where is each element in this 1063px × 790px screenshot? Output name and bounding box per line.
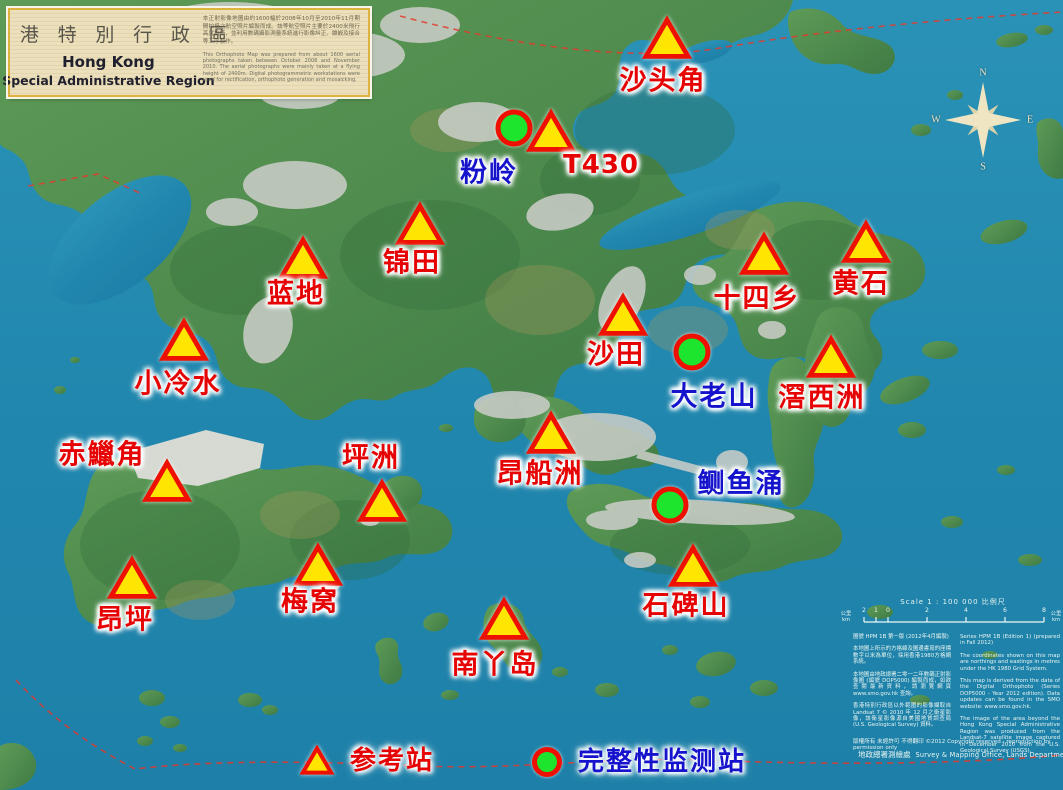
station-label-chek-lap-kok: 赤鱲角 [58, 439, 146, 471]
title-box: 香 港 特 別 行 政 區 Hong Kong Special Administ… [0, 6, 372, 99]
reference-station-marker-sha-tin [597, 292, 649, 336]
legend-reference-label: 参考站 [350, 745, 435, 776]
compass-n-label: N [979, 67, 987, 79]
new-territories [0, 0, 793, 421]
reference-station-marker-chek-lap-kok [141, 458, 193, 502]
scale-unit-left: 公里 km [836, 611, 856, 624]
station-label-lam-tei: 蓝地 [267, 278, 325, 310]
station-label-mui-wo: 梅窝 [281, 586, 339, 618]
cheung-chau [375, 637, 403, 685]
station-label-shap-sz-heung: 十四乡 [713, 283, 801, 315]
title-note-english: This Orthophoto Map was prepared from ab… [202, 52, 360, 83]
title-block: 香 港 特 別 行 政 區 Hong Kong Special Administ… [0, 16, 228, 91]
ne-edge-island [1036, 118, 1063, 179]
copyright-line: 版權所有 未經許可 不得翻印 ©2012 Copyright reserved … [853, 739, 1051, 751]
scale-tick-numbers: 2 1 0 2 4 6 8 [858, 607, 1048, 615]
scale-unit-right-zh: 公里 [1050, 611, 1062, 617]
scale-unit-right: 公里 km [1046, 611, 1063, 624]
reference-station-marker-stonecutters [525, 410, 577, 454]
compass-e-label: E [1026, 114, 1034, 126]
source-note-zh: 本地圖由地政總署二零一二年數碼正射影像圖 (編號 DOP5000) 編製而成，如… [853, 671, 951, 697]
department-attribution: 地政總署測繪處 Survey & Mapping Office, Lands D… [853, 748, 1063, 761]
legend-integrity-label: 完整性监测站 [578, 747, 747, 777]
scale-tick-2: 0 [886, 607, 890, 614]
reference-station-marker-siu-lang-shui [158, 317, 210, 361]
station-label-tates-cairn: 大老山 [670, 381, 758, 413]
station-label-siu-lang-shui: 小冷水 [134, 368, 222, 400]
reference-station-marker-lam-tei [277, 235, 329, 279]
landsat-note-zh: 香港特別行政區以外範圍的影像擷取自 Landsat 7 © 2010 年 12 … [853, 703, 951, 729]
station-label-fanling: 粉岭 [460, 157, 518, 189]
series-note-zh: 圖號 HPM 1B 第一版 (2012年4月編製) [853, 634, 949, 640]
grid-note-zh: 本地圖上所示的方格線及圖邊書寫的座標數字以米為單位，採用香港1980方格網系統。 [853, 646, 951, 666]
scale-bar-line [863, 617, 1045, 623]
compass-w-label: W [931, 114, 941, 126]
station-label-sha-tau-kok: 沙头角 [619, 65, 707, 97]
sw-corner-island [0, 742, 37, 790]
landsat-note-en: The image of the area beyond the Hong Ko… [960, 716, 1060, 755]
station-label-sha-tin: 沙田 [587, 339, 645, 371]
department-name-zh: 地政總署測繪處 [858, 750, 911, 759]
reference-station-marker-kau-sai-chau [805, 334, 857, 378]
reference-station-marker-wong-shek [840, 219, 892, 263]
station-label-stonecutters: 昂船洲 [496, 458, 584, 490]
station-label-peng-chau: 坪洲 [342, 442, 400, 474]
compass-rose-icon [945, 82, 1021, 158]
scale-tick-6: 8 [1042, 607, 1046, 614]
station-label-shek-pei-shan: 石碑山 [642, 590, 730, 622]
station-label-kam-tin: 锦田 [383, 247, 441, 279]
station-label-t430: T430 [562, 150, 640, 180]
scale-unit-left-en: km [841, 616, 851, 623]
reference-station-marker-t430 [525, 108, 577, 152]
scale-tick-0: 2 [862, 607, 866, 614]
reference-station-legend-icon [300, 745, 334, 775]
clearwater-bay-peninsula [767, 356, 825, 508]
crooked-island-group [787, 8, 895, 74]
boundary-dashed-line [15, 11, 1063, 770]
reference-station-marker-shek-pei-shan [667, 543, 719, 587]
grid-note-en: The coordinates shown on this map are no… [960, 652, 1060, 672]
reference-station-marker-ngong-ping [106, 555, 158, 599]
scale-tick-4: 4 [964, 607, 968, 614]
station-label-ngong-ping: 昂坪 [96, 604, 154, 636]
title-english-line1: Hong Kong [62, 52, 155, 71]
department-name-en: Survey & Mapping Office, Lands Departmen… [915, 750, 1063, 759]
series-note-en: Series HPM 1B (Edition 1) (prepared in F… [960, 634, 1060, 647]
station-label-kau-sai-chau: 滘西洲 [778, 382, 866, 414]
reference-station-marker-peng-chau [356, 478, 408, 522]
integrity-station-marker-fanling [495, 109, 533, 147]
terrain-shading [80, 85, 880, 600]
integrity-station-marker-tates-cairn [673, 333, 711, 371]
scale-unit-right-en: km [1051, 616, 1061, 623]
integrity-station-legend-icon [532, 747, 562, 777]
station-label-quarry-bay: 鲗鱼涌 [697, 468, 785, 500]
station-label-lamma: 南丫岛 [451, 649, 539, 681]
title-notes: 本正射影像地圖由約1600幅於2008年10月至2010年11月期間拍攝之航空照… [197, 16, 360, 91]
scale-title: Scale 1 : 100 000 比例尺 [900, 598, 1006, 606]
title-english-line2: Special Administrative Region [2, 72, 215, 88]
reference-station-marker-lamma [478, 596, 530, 640]
compass-s-label: S [980, 161, 986, 173]
notes-english-column: Series HPM 1B (Edition 1) (prepared in F… [960, 634, 1060, 761]
title-chinese: 香 港 特 別 行 政 區 [0, 24, 235, 46]
scale-tick-1: 1 [874, 607, 878, 614]
integrity-station-marker-quarry-bay [651, 486, 689, 524]
title-note-chinese: 本正射影像地圖由約1600幅於2008年10月至2010年11月期間拍攝之航空照… [202, 16, 360, 45]
station-label-wong-shek: 黄石 [832, 268, 890, 300]
source-note-en: This map is derived from the data of the… [960, 678, 1060, 710]
legend-integrity-station: 完整性监测站 [532, 747, 746, 777]
reference-station-marker-sha-tau-kok [641, 15, 693, 59]
notes-chinese-column: 圖號 HPM 1B 第一版 (2012年4月編製) 本地圖上所示的方格線及圖邊書… [853, 634, 951, 735]
reference-station-marker-shap-sz-heung [738, 231, 790, 275]
scale-tick-3: 2 [925, 607, 929, 614]
reference-station-marker-kam-tin [394, 201, 446, 245]
legend-reference-station: 参考站 [300, 745, 434, 776]
scale-unit-left-zh: 公里 [840, 611, 852, 617]
scale-tick-5: 6 [1003, 607, 1007, 614]
reference-station-marker-mui-wo [292, 542, 344, 586]
